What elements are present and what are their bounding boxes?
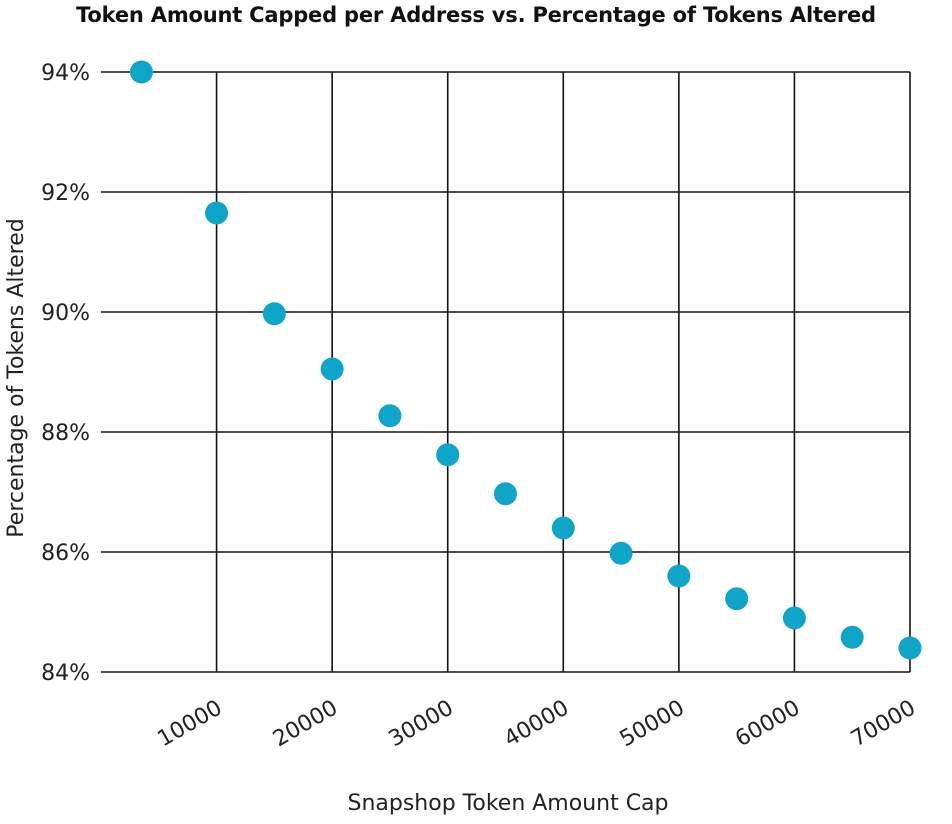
y-tick-label: 84% — [41, 661, 90, 686]
x-tick-label: 20000 — [269, 696, 342, 753]
x-tick-label: 10000 — [153, 696, 226, 753]
x-tick-label: 40000 — [500, 696, 573, 753]
data-point — [205, 201, 229, 225]
x-tick-label: 60000 — [731, 696, 804, 753]
data-point — [782, 606, 806, 630]
x-axis-ticks: 10000 20000 30000 40000 50000 60000 70000 — [153, 696, 920, 753]
data-point — [378, 404, 402, 428]
y-axis-ticks: 84% 86% 88% 90% 92% 94% — [41, 61, 90, 686]
x-tick-label: 30000 — [385, 696, 458, 753]
chart-title: Token Amount Capped per Address vs. Perc… — [76, 3, 876, 27]
data-point — [262, 302, 286, 326]
y-tick-label: 90% — [41, 301, 90, 326]
data-point — [667, 564, 691, 588]
data-point — [551, 516, 575, 540]
y-tick-label: 92% — [41, 181, 90, 206]
y-tick-label: 86% — [41, 541, 90, 566]
data-point — [609, 541, 633, 565]
x-axis-label: Snapshop Token Amount Cap — [347, 791, 668, 816]
data-point — [840, 625, 864, 649]
data-point — [725, 587, 749, 611]
x-tick-label: 50000 — [616, 696, 689, 753]
data-point — [129, 60, 153, 84]
y-tick-label: 94% — [41, 61, 90, 86]
data-point — [898, 636, 922, 660]
x-tick-label: 70000 — [847, 696, 920, 753]
y-tick-label: 88% — [41, 421, 90, 446]
data-point — [494, 482, 517, 506]
data-points — [129, 60, 922, 660]
y-axis-label: Percentage of Tokens Altered — [4, 218, 29, 537]
grid-lines — [101, 71, 911, 673]
data-point — [320, 357, 344, 381]
data-point — [436, 443, 460, 467]
